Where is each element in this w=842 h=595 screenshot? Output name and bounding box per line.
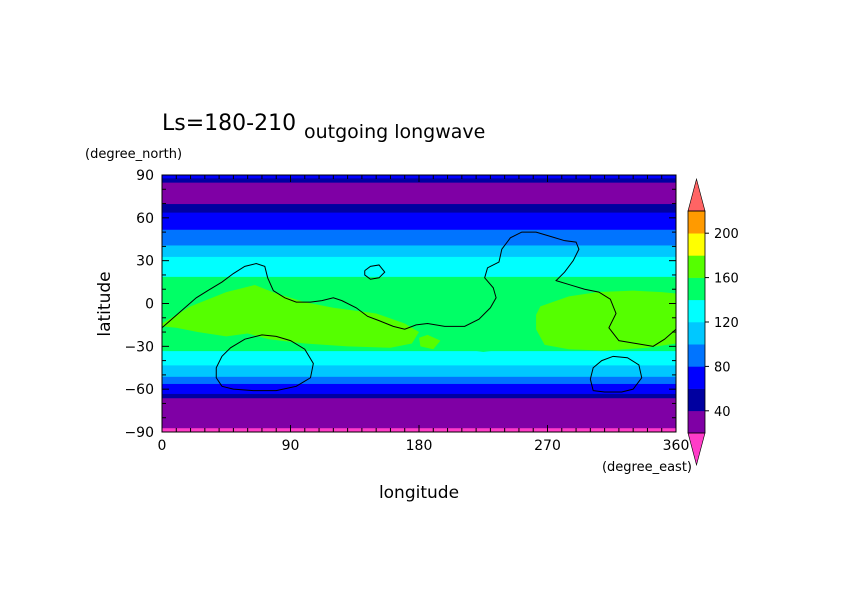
- lat-band-13: [162, 182, 676, 205]
- y-axis-unit: (degree_north): [85, 147, 182, 162]
- x-tick-label: 90: [282, 438, 300, 454]
- colorbar-bin-3: [688, 344, 705, 367]
- colorbar-bin-9: [688, 211, 705, 234]
- lat-band-5: [162, 364, 676, 377]
- y-axis: 90 60 30 0 −30 −60 −90: [124, 168, 676, 441]
- colorbar-bin-2: [688, 366, 705, 389]
- contour-line-3: [589, 355, 643, 393]
- plot-area: 0 90 180 270 360 90 60 30 0 −30 −60 −90: [124, 168, 689, 454]
- contour-line-layer: [162, 231, 676, 393]
- contour-line-0: [162, 231, 676, 347]
- colorbar-tick-label: 200: [714, 227, 739, 242]
- y-tick-label: 0: [145, 297, 154, 313]
- colorbar-bin-8: [688, 233, 705, 256]
- contour-fill-layer: [162, 175, 676, 432]
- colorbar-bin-5: [688, 299, 705, 323]
- colorbar-over-arrow: [687, 177, 706, 212]
- y-tick-label: 30: [136, 254, 154, 270]
- contour-region-0: [162, 284, 419, 348]
- y-tick-label: −90: [124, 425, 154, 441]
- lat-band-11: [162, 212, 676, 230]
- contour-region-2: [536, 290, 676, 351]
- colorbar-tick-label: 80: [714, 360, 731, 375]
- contour-region-1: [419, 334, 441, 350]
- x-axis-unit: (degree_east): [602, 460, 692, 475]
- y-tick-label: −30: [124, 339, 154, 355]
- lat-band-3: [162, 383, 676, 394]
- x-axis-label: longitude: [379, 483, 459, 503]
- chart-title: outgoing longwave: [304, 121, 485, 143]
- y-axis-label: latitude: [95, 271, 115, 336]
- y-tick-label: 60: [136, 211, 154, 227]
- x-tick-label: 270: [534, 438, 561, 454]
- lat-band-2: [162, 393, 676, 399]
- colorbar-tick-label: 160: [714, 272, 739, 287]
- colorbar-bin-4: [688, 322, 705, 345]
- lat-band-8: [162, 256, 676, 277]
- colorbar: 40 80 120 160 200: [687, 177, 739, 467]
- period-label: Ls=180-210: [162, 111, 296, 136]
- contour-line-1: [364, 264, 386, 280]
- x-axis: 0 90 180 270 360: [158, 175, 690, 454]
- colorbar-bin-0: [688, 410, 705, 434]
- x-tick-label: 360: [663, 438, 690, 454]
- lat-band-12: [162, 203, 676, 213]
- y-tick-label: 90: [136, 168, 154, 184]
- lat-band-1: [162, 397, 676, 429]
- contour-line-2: [215, 334, 314, 392]
- lat-band-6: [162, 350, 676, 366]
- y-tick-label: −60: [124, 382, 154, 398]
- x-tick-label: 180: [406, 438, 433, 454]
- contour-region-3: [461, 342, 505, 353]
- x-tick-label: 0: [158, 438, 167, 454]
- colorbar-tick-label: 40: [714, 405, 731, 420]
- colorbar-bin-6: [688, 277, 705, 301]
- colorbar-tick-label: 120: [714, 316, 739, 331]
- lat-band-9: [162, 244, 676, 257]
- colorbar-bin-7: [688, 255, 705, 278]
- lat-band-10: [162, 229, 676, 246]
- lat-band-4: [162, 376, 676, 384]
- colorbar-bin-1: [688, 388, 705, 412]
